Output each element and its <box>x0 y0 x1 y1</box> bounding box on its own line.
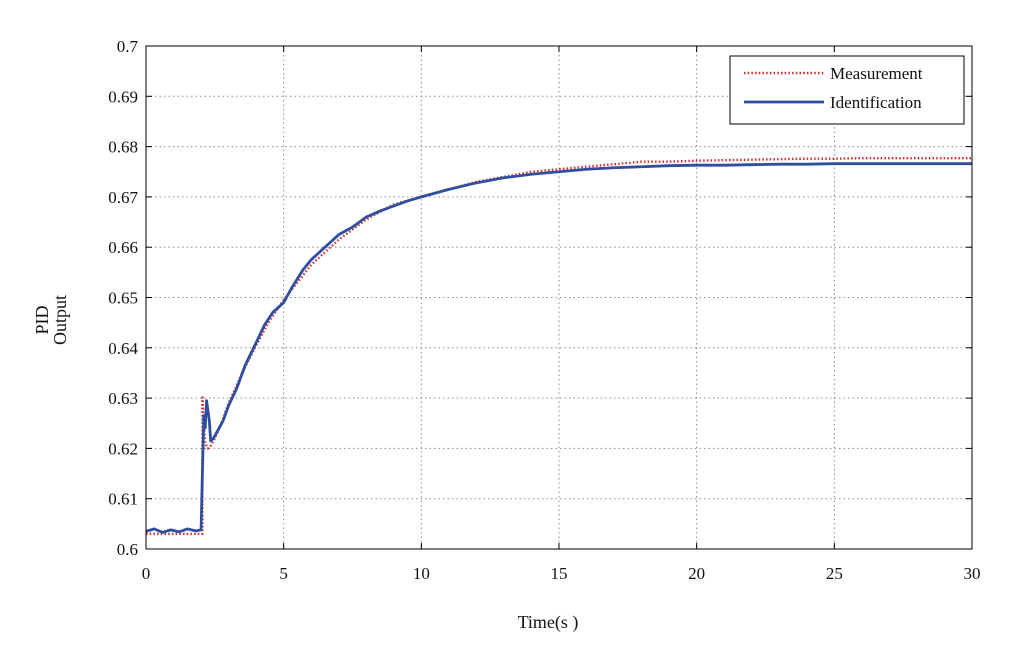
y-tick-label: 0.69 <box>108 87 138 106</box>
y-tick-label: 0.6 <box>117 540 138 559</box>
axis-ticks: 0 5 10 15 20 25 30 0.6 0.61 0.62 0.63 0.64 0.65 0.66 0… <box>108 37 980 583</box>
y-tick-label: 0.64 <box>108 339 138 358</box>
series-line-identification <box>145 162 972 534</box>
x-tick-label: 15 <box>551 564 568 583</box>
legend-label-measurement: Measurement <box>830 64 923 83</box>
y-tick-label: 0.63 <box>108 389 138 408</box>
x-tick-label: 20 <box>688 564 705 583</box>
x-tick-label: 10 <box>413 564 430 583</box>
legend-label-identification: Identification <box>830 93 922 112</box>
x-axis-label: Time(s ) <box>518 612 579 633</box>
legend-box <box>729 55 965 125</box>
y-tick-label: 0.7 <box>117 37 139 56</box>
x-tick-label: 5 <box>279 564 288 583</box>
y-tick-label: 0.65 <box>108 289 138 308</box>
y-tick-label: 0.67 <box>108 188 138 207</box>
y-axis-label: PID Output <box>32 295 70 345</box>
series-line-measurement <box>146 156 972 536</box>
x-tick-label: 30 <box>964 564 981 583</box>
y-tick-label: 0.66 <box>108 238 138 257</box>
series-lines <box>145 156 972 536</box>
grid-lines <box>146 46 972 549</box>
y-tick-label: 0.61 <box>108 490 138 509</box>
x-tick-label: 0 <box>142 564 151 583</box>
y-tick-label: 0.62 <box>108 439 138 458</box>
legend: Measurement Identification <box>729 55 965 125</box>
y-axis-label-line-1: PID <box>32 305 52 334</box>
y-axis-label-line-2: Output <box>50 295 70 345</box>
y-tick-label: 0.68 <box>108 138 138 157</box>
x-tick-label: 25 <box>826 564 843 583</box>
